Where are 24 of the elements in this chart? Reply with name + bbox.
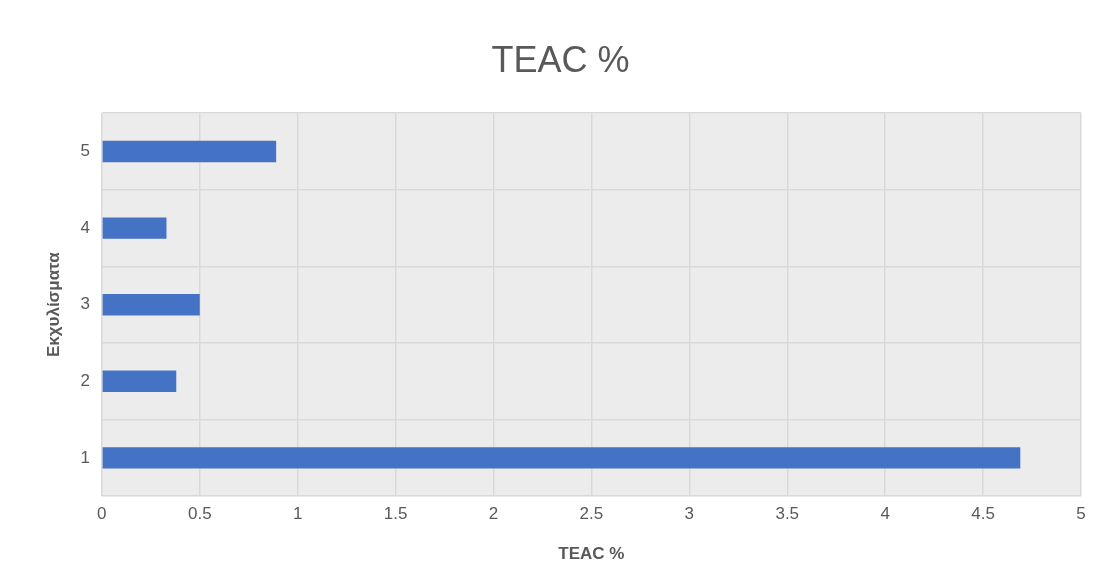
y-tick-label: 2 — [80, 370, 90, 390]
y-axis-title: Εκχυλίσματα — [43, 251, 63, 358]
y-tick-label: 5 — [80, 141, 90, 161]
chart-title: TEAC % — [491, 38, 630, 80]
bar — [102, 370, 177, 393]
x-tick-label: 4 — [880, 504, 890, 524]
x-tick-label: 1.5 — [383, 504, 408, 524]
bar — [102, 217, 167, 239]
y-tick-label: 4 — [80, 217, 90, 237]
bar — [102, 293, 200, 316]
x-tick-label: 3.5 — [775, 504, 800, 524]
bar — [102, 140, 277, 163]
x-tick-label: 5 — [1076, 504, 1086, 524]
x-tick-label: 1 — [292, 504, 303, 524]
x-axis-title: TEAC % — [558, 544, 625, 564]
x-tick-label: 0.5 — [187, 504, 212, 524]
y-tick-label: 3 — [80, 294, 90, 314]
x-tick-label: 4.5 — [971, 504, 995, 524]
bar — [102, 447, 1021, 469]
x-tick-label: 2 — [488, 504, 499, 524]
y-tick-label: 1 — [80, 447, 90, 467]
x-tick-label: 3 — [684, 504, 695, 524]
x-tick-label: 2.5 — [579, 504, 604, 524]
x-tick-label: 0 — [97, 504, 107, 524]
